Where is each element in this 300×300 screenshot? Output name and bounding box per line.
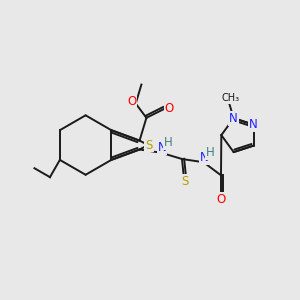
Text: O: O	[164, 103, 174, 116]
Text: H: H	[164, 136, 172, 149]
Text: O: O	[127, 95, 136, 108]
Text: H: H	[206, 146, 215, 159]
Text: N: N	[249, 118, 258, 131]
Text: N: N	[200, 151, 209, 164]
Text: S: S	[146, 139, 153, 152]
Text: N: N	[158, 141, 167, 154]
Text: CH₃: CH₃	[221, 93, 239, 103]
Text: N: N	[229, 112, 238, 125]
Text: O: O	[216, 193, 226, 206]
Text: S: S	[181, 175, 188, 188]
